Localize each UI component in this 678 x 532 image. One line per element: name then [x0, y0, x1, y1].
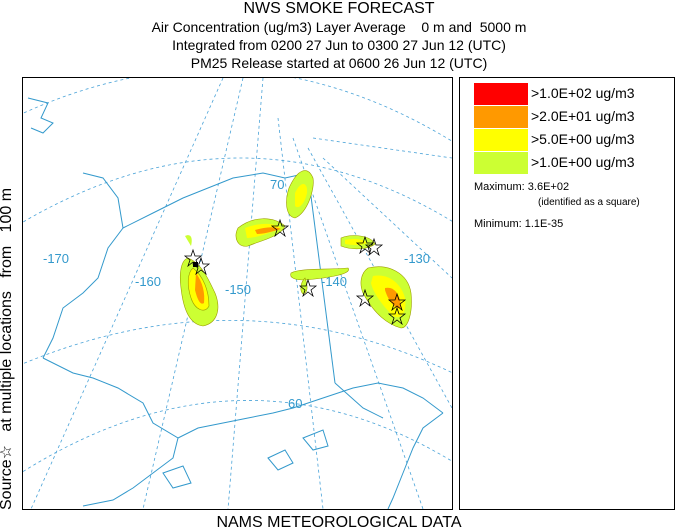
alaska-map: -170 -160 -150 -140 -130 70 60 [23, 78, 452, 509]
legend-minimum: Minimum: 1.1E-35 [474, 218, 564, 230]
maximum-square [193, 262, 198, 267]
legend-maximum: Maximum: 3.6E+02 [474, 181, 570, 193]
forecast-title: NWS SMOKE FORECAST [243, 0, 435, 17]
legend-label: >5.0E+00 ug/m3 [531, 131, 635, 147]
legend-item: >5.0E+00 ug/m3 [474, 129, 674, 151]
legend-panel: >1.0E+02 ug/m3 >2.0E+01 ug/m3 >5.0E+00 u… [459, 77, 675, 510]
legend-swatch-red [474, 83, 528, 105]
legend-item: >2.0E+01 ug/m3 [474, 106, 674, 128]
lon-label: -130 [404, 251, 430, 266]
meteorological-data-footer: NAMS METEOROLOGICAL DATA [216, 514, 462, 531]
map-panel: -170 -160 -150 -140 -130 70 60 [22, 77, 453, 510]
source-side-label: Source☆ at multiple locations from 100 m [0, 188, 15, 510]
lat-label: 60 [288, 396, 302, 411]
legend-maximum-note: (identified as a square) [538, 197, 640, 208]
smoke-plumes [179, 170, 412, 329]
latitude-lines [23, 78, 452, 473]
legend-label: >2.0E+01 ug/m3 [531, 108, 635, 124]
legend-swatch-yellow [474, 129, 528, 151]
lon-label: -170 [43, 251, 69, 266]
legend-swatch-orange [474, 106, 528, 128]
longitude-lines [30, 78, 452, 509]
lon-label: -140 [321, 274, 347, 289]
legend-swatch-lime [474, 152, 528, 174]
concentration-subtitle: Air Concentration (ug/m3) Layer Average … [151, 19, 527, 35]
release-start: PM25 Release started at 0600 26 Jun 12 (… [190, 55, 488, 71]
legend-label: >1.0E+02 ug/m3 [531, 85, 635, 101]
legend-item: >1.0E+00 ug/m3 [474, 152, 674, 174]
legend-item: >1.0E+02 ug/m3 [474, 83, 674, 105]
lon-label: -160 [135, 274, 161, 289]
lon-label: -150 [225, 282, 251, 297]
legend-label: >1.0E+00 ug/m3 [531, 154, 635, 170]
integration-period: Integrated from 0200 27 Jun to 0300 27 J… [172, 37, 506, 53]
lat-label: 70 [270, 177, 284, 192]
